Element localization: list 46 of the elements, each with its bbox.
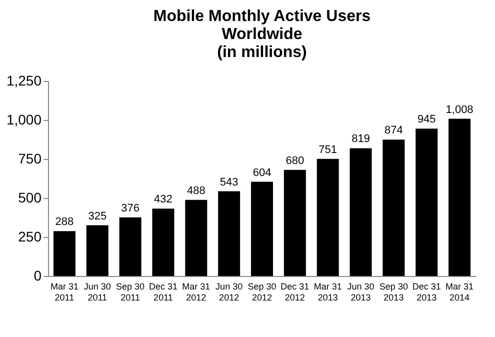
bar <box>251 182 273 276</box>
bar <box>382 140 405 276</box>
bar <box>185 200 208 276</box>
y-tick-label: 750 <box>18 150 42 166</box>
data-label: 325 <box>88 210 107 222</box>
chart-title: Mobile Monthly Active Users Worldwide (in millions) <box>153 8 371 61</box>
data-label: 1,008 <box>446 104 474 116</box>
x-tick-label: Mar 31 2012 <box>182 282 210 302</box>
x-tick-label: Sep 30 2011 <box>116 282 145 302</box>
bar <box>218 191 240 276</box>
data-label: 376 <box>121 202 140 214</box>
y-tick-label: 1,000 <box>6 112 42 128</box>
x-tick-label: Mar 31 2011 <box>50 282 78 302</box>
x-tick-label: Dec 31 2011 <box>148 282 178 302</box>
bar <box>416 128 438 276</box>
data-label: 751 <box>318 144 338 156</box>
data-label: 819 <box>352 133 370 146</box>
bar <box>119 217 142 276</box>
x-tick-label: Sep 30 2012 <box>248 282 276 302</box>
data-label: 680 <box>286 154 304 167</box>
data-label: 604 <box>252 166 272 179</box>
bar <box>350 148 372 276</box>
y-tick-label: 500 <box>18 190 42 206</box>
y-tick-label: 1,250 <box>6 72 42 88</box>
data-label: 543 <box>220 176 238 188</box>
data-label: 874 <box>384 124 403 137</box>
x-tick-label: Sep 30 2013 <box>379 282 408 302</box>
x-tick-label: Jun 30 2013 <box>347 282 374 302</box>
data-label: 488 <box>186 184 206 197</box>
bar <box>86 225 108 276</box>
x-tick-label: Jun 30 2011 <box>84 282 111 302</box>
data-label: 432 <box>154 194 172 206</box>
bar <box>152 208 174 276</box>
y-tick-label: 250 <box>18 228 42 244</box>
x-tick-label: Mar 31 2014 <box>446 282 474 302</box>
bar <box>316 158 339 276</box>
data-label: 945 <box>417 114 436 126</box>
bar <box>448 118 471 276</box>
x-tick-label: Jun 30 2012 <box>216 282 243 302</box>
x-tick-label: Dec 31 2013 <box>412 282 441 302</box>
x-tick-label: Dec 31 2012 <box>280 282 310 302</box>
bar <box>53 231 76 276</box>
y-tick-label: 0 <box>34 268 42 284</box>
bar <box>284 170 306 276</box>
x-tick-label: Mar 31 2013 <box>314 282 342 302</box>
data-label: 288 <box>55 216 74 228</box>
